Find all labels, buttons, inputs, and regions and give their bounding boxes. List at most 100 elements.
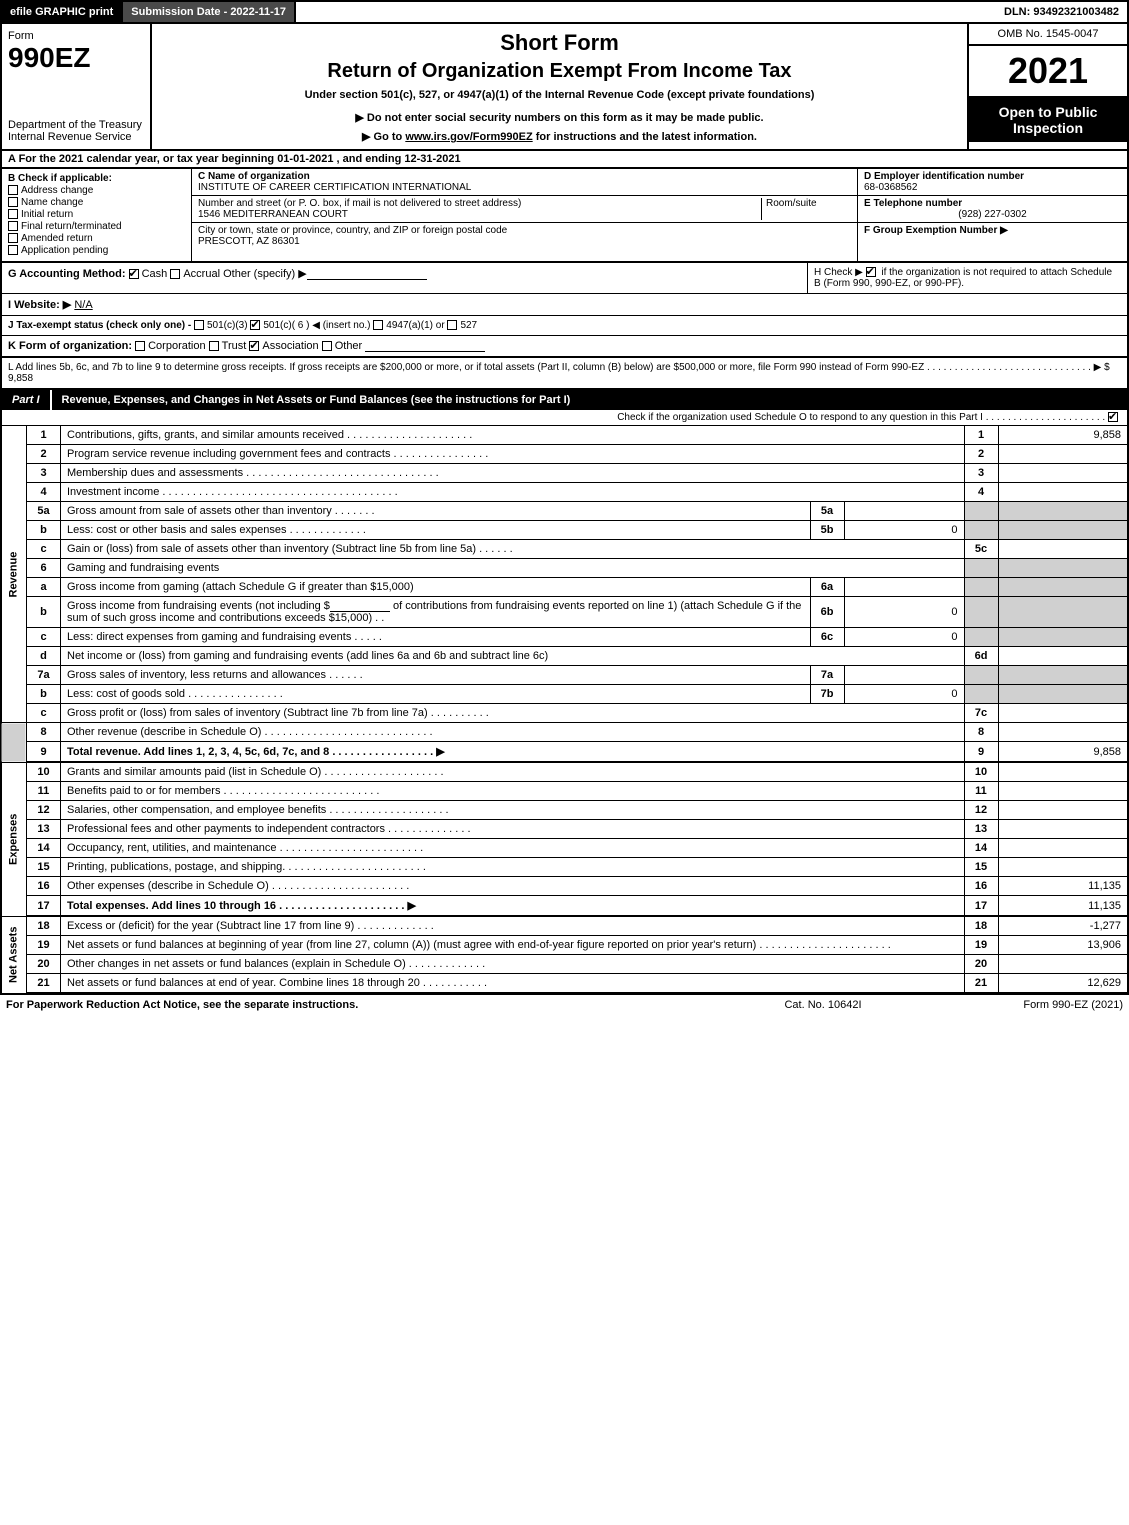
section-def: D Employer identification number 68-0368… [857, 169, 1127, 261]
website-value: N/A [74, 299, 92, 311]
line-21-desc: Net assets or fund balances at end of ye… [61, 974, 965, 994]
chk-name-change[interactable]: Name change [8, 197, 185, 208]
c-name-label: C Name of organization [198, 171, 310, 182]
c-city-label: City or town, state or province, country… [198, 225, 507, 236]
part1-label: Part I [2, 390, 52, 410]
chk-amended-return[interactable]: Amended return [8, 233, 185, 244]
chk-h[interactable] [866, 267, 876, 277]
line-11-desc: Benefits paid to or for members . . . . … [61, 782, 965, 801]
chk-address-change[interactable]: Address change [8, 185, 185, 196]
dept-label: Department of the Treasury Internal Reve… [8, 119, 144, 143]
chk-trust[interactable] [209, 341, 219, 351]
line-8-desc: Other revenue (describe in Schedule O) .… [61, 723, 965, 742]
page-footer: For Paperwork Reduction Act Notice, see … [0, 994, 1129, 1015]
line-16-desc: Other expenses (describe in Schedule O) … [61, 877, 965, 896]
g-label: G Accounting Method: [8, 268, 126, 280]
line-5c-value [998, 540, 1128, 559]
line-6b-desc: Gross income from fundraising events (no… [61, 597, 811, 628]
d-label: D Employer identification number [864, 171, 1121, 182]
return-title: Return of Organization Exempt From Incom… [160, 60, 959, 83]
line-20-desc: Other changes in net assets or fund bala… [61, 955, 965, 974]
line-1-desc: Contributions, gifts, grants, and simila… [61, 426, 965, 445]
line-6d-desc: Net income or (loss) from gaming and fun… [61, 647, 965, 666]
line-6b-value: 0 [844, 597, 964, 628]
line-13-desc: Professional fees and other payments to … [61, 820, 965, 839]
gross-receipts-value: 9,858 [8, 373, 33, 384]
h-prefix: H Check ▶ [814, 267, 866, 278]
chk-4947[interactable] [373, 320, 383, 330]
other-specify-blank[interactable] [307, 268, 427, 280]
line-5a-value [844, 502, 964, 521]
part1-title: Revenue, Expenses, and Changes in Net As… [52, 390, 1127, 410]
line-4-value [998, 483, 1128, 502]
section-l: L Add lines 5b, 6c, and 7b to line 9 to … [0, 358, 1129, 390]
goto-prefix: ▶ Go to [362, 131, 405, 143]
line-3-value [998, 464, 1128, 483]
line-19-value: 13,906 [998, 936, 1128, 955]
under-section: Under section 501(c), 527, or 4947(a)(1)… [160, 89, 959, 101]
line-7c-desc: Gross profit or (loss) from sales of inv… [61, 704, 965, 723]
chk-501c[interactable] [250, 320, 260, 330]
line-16-value: 11,135 [998, 877, 1128, 896]
submission-date: Submission Date - 2022-11-17 [123, 2, 296, 22]
efile-label[interactable]: efile GRAPHIC print [2, 2, 123, 22]
line-2-desc: Program service revenue including govern… [61, 445, 965, 464]
chk-527[interactable] [447, 320, 457, 330]
chk-cash[interactable] [129, 269, 139, 279]
line-11-value [998, 782, 1128, 801]
i-label: I Website: ▶ [8, 299, 71, 311]
line-15-value [998, 858, 1128, 877]
chk-initial-return[interactable]: Initial return [8, 209, 185, 220]
line-7a-value [844, 666, 964, 685]
chk-corp[interactable] [135, 341, 145, 351]
room-suite-label: Room/suite [761, 198, 851, 220]
chk-other-org[interactable] [322, 341, 332, 351]
part1-table: Revenue 1 Contributions, gifts, grants, … [0, 426, 1129, 994]
chk-application-pending[interactable]: Application pending [8, 245, 185, 256]
line-2-value [998, 445, 1128, 464]
chk-final-return[interactable]: Final return/terminated [8, 221, 185, 232]
section-i: I Website: ▶ N/A [0, 294, 1129, 316]
line-6b-blank[interactable] [330, 600, 390, 612]
other-org-blank[interactable] [365, 340, 485, 352]
chk-assoc[interactable] [249, 341, 259, 351]
line-14-value [998, 839, 1128, 858]
part1-check-text: Check if the organization used Schedule … [617, 412, 1105, 423]
k-label: K Form of organization: [8, 340, 132, 352]
org-city: PRESCOTT, AZ 86301 [198, 236, 507, 247]
part1-header: Part I Revenue, Expenses, and Changes in… [0, 390, 1129, 410]
line-19-desc: Net assets or fund balances at beginning… [61, 936, 965, 955]
chk-501c3[interactable] [194, 320, 204, 330]
open-inspection: Open to Public Inspection [969, 98, 1127, 142]
line-3-desc: Membership dues and assessments . . . . … [61, 464, 965, 483]
line-17-value: 11,135 [998, 896, 1128, 917]
footer-form: Form 990-EZ (2021) [923, 999, 1123, 1011]
goto-note: ▶ Go to www.irs.gov/Form990EZ for instru… [160, 130, 959, 143]
org-street: 1546 MEDITERRANEAN COURT [198, 209, 761, 220]
f-label: F Group Exemption Number ▶ [864, 225, 1008, 236]
netassets-sidelabel: Net Assets [1, 916, 27, 993]
line-4-desc: Investment income . . . . . . . . . . . … [61, 483, 965, 502]
j-label: J Tax-exempt status (check only one) - [8, 320, 191, 331]
revenue-sidelabel: Revenue [1, 426, 27, 723]
section-k: K Form of organization: Corporation Trus… [0, 336, 1129, 358]
line-6-desc: Gaming and fundraising events [61, 559, 965, 578]
line-18-value: -1,277 [998, 916, 1128, 936]
line-5b-value: 0 [844, 521, 964, 540]
form-number: 990EZ [8, 42, 144, 74]
phone-value: (928) 227-0302 [864, 209, 1121, 220]
line-20-value [998, 955, 1128, 974]
line-7a-desc: Gross sales of inventory, less returns a… [61, 666, 811, 685]
line-12-value [998, 801, 1128, 820]
footer-left: For Paperwork Reduction Act Notice, see … [6, 999, 723, 1011]
chk-part1-schedule-o[interactable] [1108, 412, 1118, 422]
line-6c-value: 0 [844, 628, 964, 647]
c-street-label: Number and street (or P. O. box, if mail… [198, 198, 761, 209]
dln-label: DLN: 93492321003482 [996, 2, 1127, 22]
line-1-value: 9,858 [998, 426, 1128, 445]
goto-link[interactable]: www.irs.gov/Form990EZ [405, 131, 532, 143]
chk-accrual[interactable] [170, 269, 180, 279]
line-7c-value [998, 704, 1128, 723]
line-9-value: 9,858 [998, 742, 1128, 763]
short-form-title: Short Form [160, 30, 959, 56]
